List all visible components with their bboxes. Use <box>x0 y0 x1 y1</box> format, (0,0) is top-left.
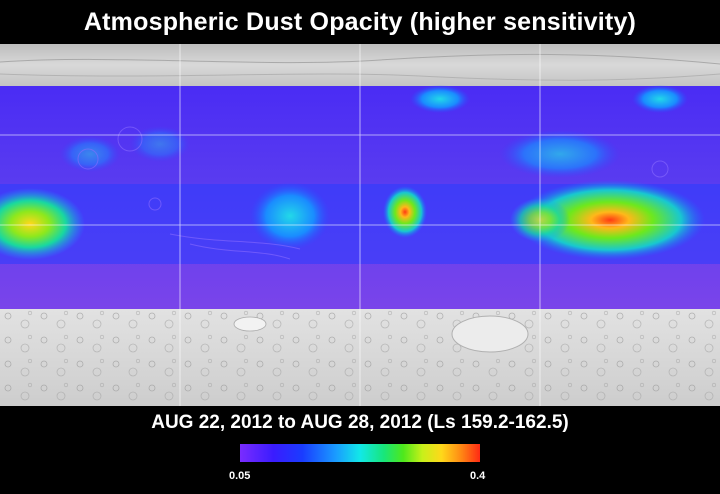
opacity-colorbar <box>240 444 480 462</box>
colorbar-max-label: 0.4 <box>470 470 486 482</box>
dust-opacity-map <box>0 44 720 406</box>
dust-hotspot-central <box>383 186 427 238</box>
date-range-label: AUG 22, 2012 to AUG 28, 2012 (Ls 159.2-1… <box>151 412 569 433</box>
dust-hotspot-tharsis <box>250 182 330 250</box>
dust-hotspot-west <box>0 188 85 260</box>
map-grid <box>0 44 720 406</box>
dust-hotspot-east <box>515 180 705 260</box>
hellas-basin <box>451 315 529 353</box>
colorbar-min-label: 0.05 <box>229 470 251 482</box>
map-title: Atmospheric Dust Opacity (higher sensiti… <box>83 7 637 36</box>
